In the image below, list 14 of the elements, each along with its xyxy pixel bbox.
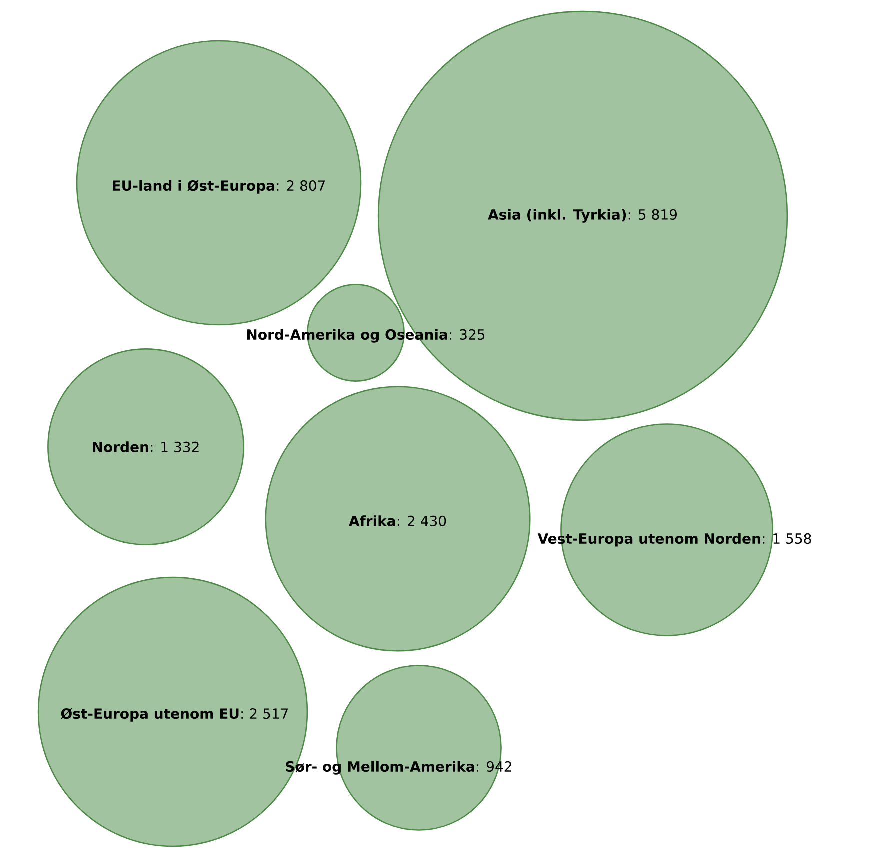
data-label: : 5 819 [628,209,677,220]
data-label: : 1 332 [151,442,199,452]
category-label: Vest-Europa utenom Norden [538,533,760,547]
category-label: EU-land i Øst-Europa [113,180,274,194]
data-label: : 1 558 [763,533,812,544]
category-label: Norden [93,442,148,452]
data-label: : 2 807 [277,180,326,192]
data-label: : 942 [477,761,512,772]
category-label: Asia (inkl. Tyrkia) [488,209,626,223]
category-label: Afrika [349,516,396,526]
data-label: : 325 [450,329,485,340]
data-label: : 2 430 [398,516,446,526]
data-label: : 2 517 [242,708,288,720]
category-label: Øst-Europa utenom EU [61,708,239,722]
